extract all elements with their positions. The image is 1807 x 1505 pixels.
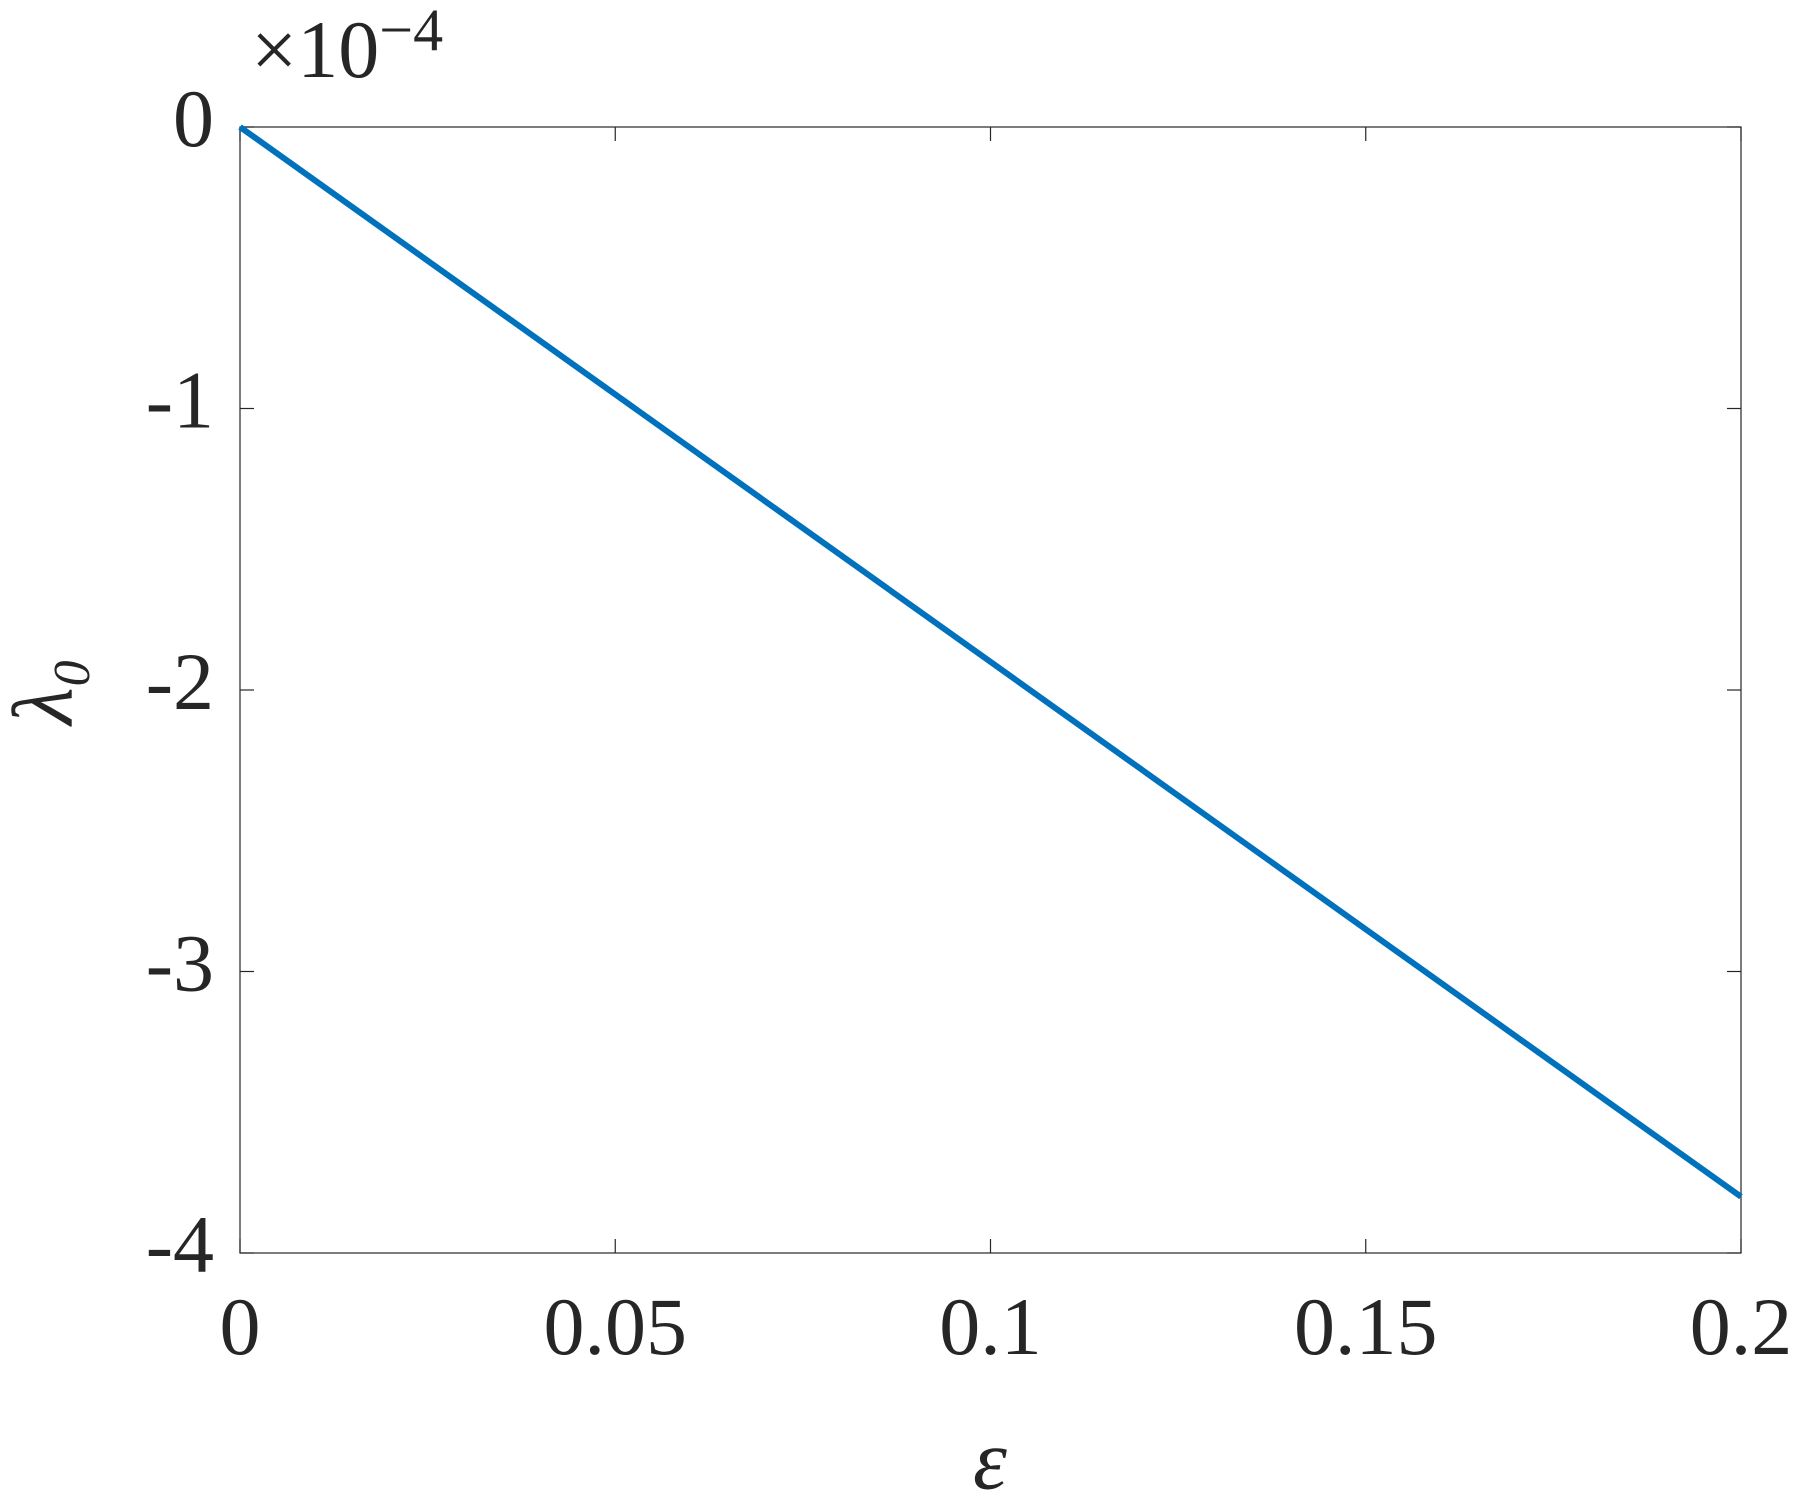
x-axis-label: ε — [973, 1412, 1007, 1505]
data-line — [238, 124, 1743, 1200]
x-tick-label: 0.15 — [1294, 1281, 1438, 1372]
x-tick-label: 0.05 — [544, 1281, 688, 1372]
y-axis-label: λ₀ — [0, 657, 91, 727]
axis-multiplier: ×10−4 — [251, 0, 443, 95]
y-tick-label: -4 — [146, 1199, 214, 1290]
x-tick-label: 0 — [220, 1281, 261, 1372]
y-tick-label: -3 — [146, 917, 214, 1008]
x-tick-label: 0.1 — [939, 1281, 1042, 1372]
y-tick-label: -1 — [146, 354, 214, 445]
plot-area — [239, 126, 1742, 1254]
x-tick-label: 0.2 — [1690, 1281, 1793, 1372]
multiplier-base: ×10 — [251, 4, 379, 95]
y-tick-label: -2 — [146, 636, 214, 727]
multiplier-exponent: −4 — [379, 0, 443, 63]
y-tick-label: 0 — [173, 73, 214, 164]
